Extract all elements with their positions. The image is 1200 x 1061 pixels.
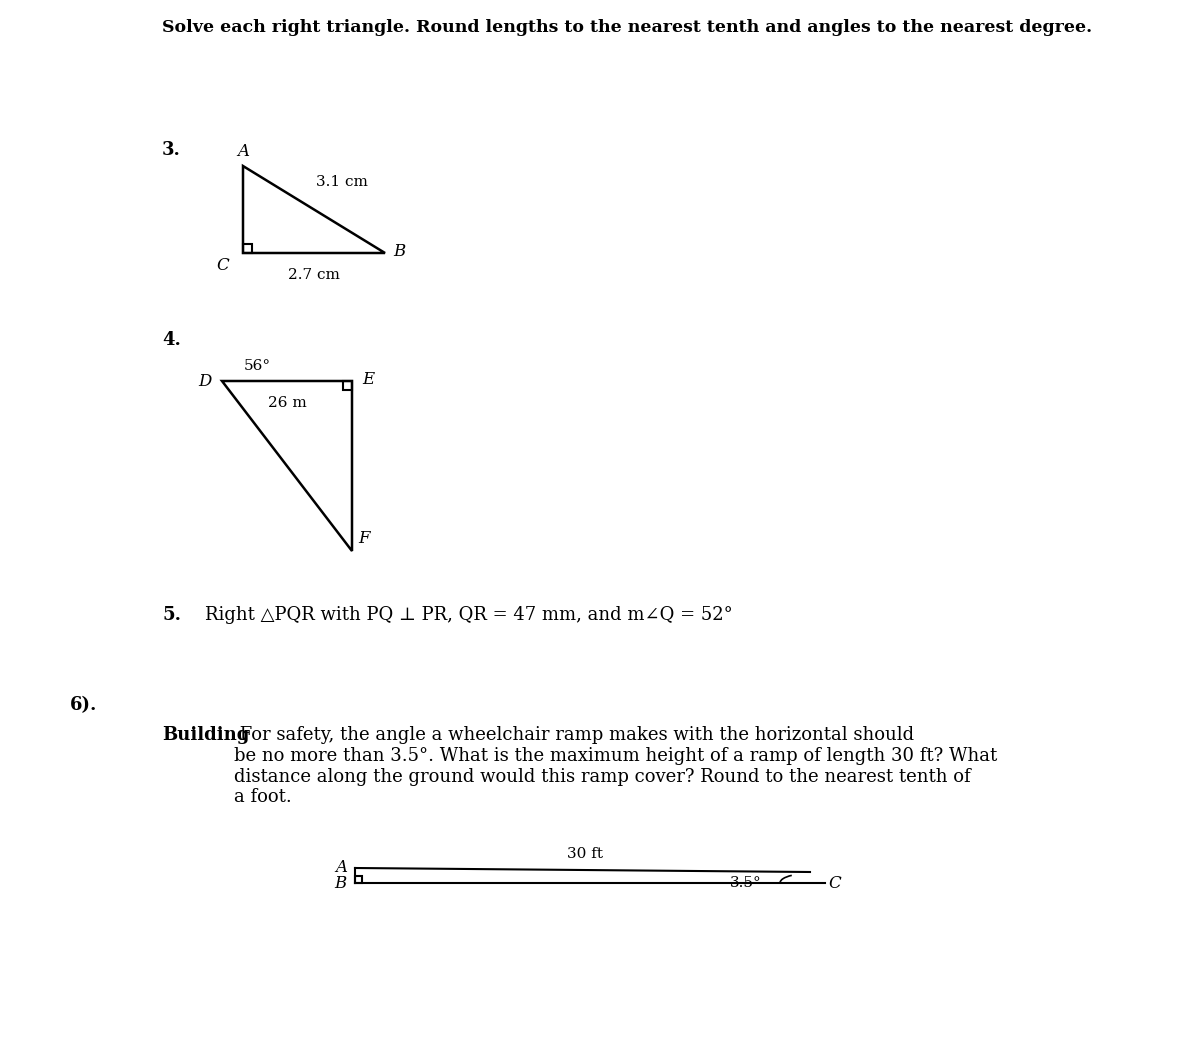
Text: F: F (358, 530, 370, 547)
Text: A: A (335, 859, 347, 876)
Text: 4.: 4. (162, 331, 181, 349)
Text: 5.: 5. (162, 606, 181, 624)
Text: Solve each right triangle. Round lengths to the nearest tenth and angles to the : Solve each right triangle. Round lengths… (162, 19, 1092, 36)
Text: Building: Building (162, 726, 250, 744)
Text: B: B (394, 243, 406, 260)
Text: 3.5°: 3.5° (730, 876, 762, 890)
Text: 30 ft: 30 ft (568, 847, 604, 860)
Text: 26 m: 26 m (268, 396, 306, 410)
Text: C: C (828, 874, 841, 891)
Text: For safety, the angle a wheelchair ramp makes with the horizontal should
be no m: For safety, the angle a wheelchair ramp … (234, 726, 997, 806)
Text: 6).: 6). (70, 696, 97, 714)
Text: E: E (362, 370, 374, 387)
Text: 56°: 56° (244, 359, 271, 373)
Text: D: D (199, 372, 212, 389)
Text: A: A (238, 143, 250, 160)
Text: 3.1 cm: 3.1 cm (316, 174, 368, 189)
Text: 3.: 3. (162, 141, 181, 159)
Text: Right △PQR with PQ ⊥ PR, QR = 47 mm, and m∠Q = 52°: Right △PQR with PQ ⊥ PR, QR = 47 mm, and… (205, 606, 733, 624)
Text: B: B (335, 874, 347, 891)
Text: C: C (216, 257, 229, 274)
Text: 2.7 cm: 2.7 cm (288, 268, 340, 282)
